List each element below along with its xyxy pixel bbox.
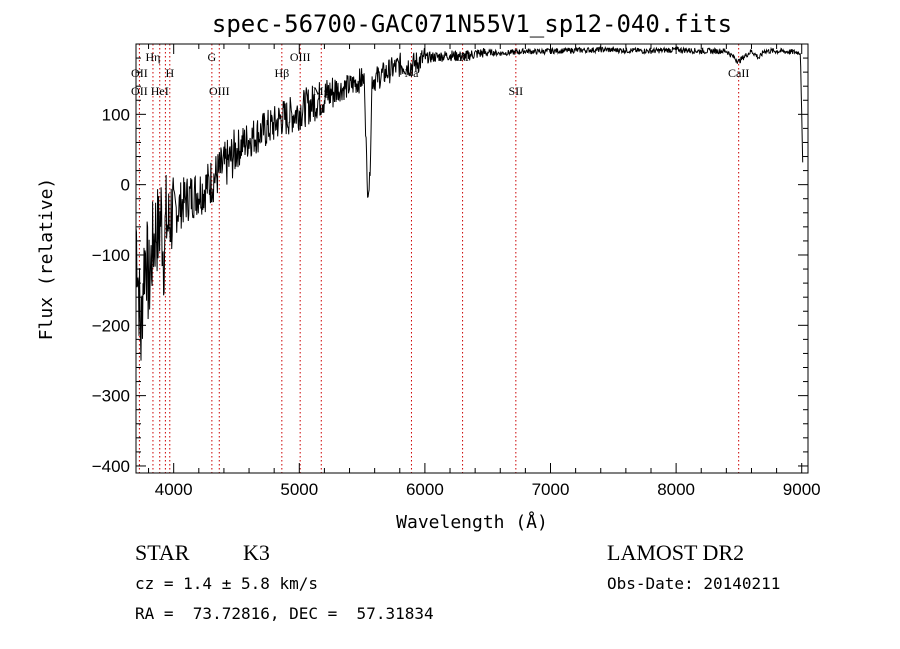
line-label-3: OII [131, 84, 148, 98]
chart-title: spec-56700-GAC071N55V1_sp12-040.fits [212, 10, 732, 38]
y-tick-label-0: −400 [92, 457, 130, 476]
line-label-2: H [165, 66, 174, 80]
axis-ticks: 4000 5000 6000 7000 8000 9000 −400 −300 −200 −100… [92, 44, 821, 499]
y-tick-label-4: 0 [121, 176, 130, 195]
x-tick-label-3: 7000 [532, 480, 570, 499]
y-tick-label-1: −300 [92, 387, 130, 406]
spectrum-line [135, 45, 804, 361]
coordinates: RA = 73.72816, DEC = 57.31834 [135, 604, 434, 623]
x-tick-label-1: 5000 [280, 480, 318, 499]
observation-date: Obs-Date: 20140211 [607, 574, 781, 593]
line-label-7: OIII [290, 50, 311, 64]
x-axis-label: Wavelength (Å) [396, 511, 548, 533]
line-label-5: G [208, 50, 217, 64]
line-label-8: Hβ [274, 66, 289, 80]
line-label-9: Mg [313, 84, 330, 98]
y-tick-label-2: −200 [92, 316, 130, 335]
redshift-value: cz = 1.4 ± 5.8 km/s [135, 574, 319, 593]
line-label-10: Na [404, 66, 419, 80]
line-label-1: OII [131, 66, 148, 80]
object-subclass: K3 [243, 540, 270, 565]
x-tick-label-4: 8000 [657, 480, 695, 499]
survey-name: LAMOST DR2 [607, 540, 745, 565]
line-label-4: HeI [151, 84, 169, 98]
x-tick-label-0: 4000 [155, 480, 193, 499]
line-label-6: OIII [209, 84, 230, 98]
line-label-13: CaII [728, 66, 749, 80]
y-axis-label: Flux (relative) [36, 178, 57, 341]
line-label-0: Hη [145, 50, 160, 64]
x-tick-label-2: 6000 [406, 480, 444, 499]
x-tick-label-5: 9000 [783, 480, 821, 499]
object-class: STAR [135, 540, 190, 565]
plot-frame [135, 43, 809, 474]
line-label-11: OI [456, 50, 469, 64]
y-tick-label-5: 100 [102, 105, 130, 124]
spectral-line-markers [138, 44, 740, 473]
y-tick-label-3: −100 [92, 246, 130, 265]
line-label-12: SII [509, 84, 524, 98]
